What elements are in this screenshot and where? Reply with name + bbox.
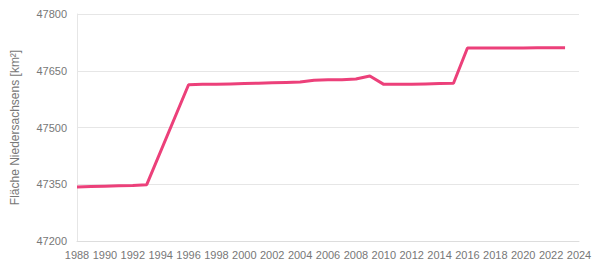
svg-text:2024: 2024: [567, 249, 591, 261]
svg-text:2004: 2004: [288, 249, 312, 261]
svg-text:2018: 2018: [483, 249, 507, 261]
svg-text:2000: 2000: [232, 249, 256, 261]
svg-text:2016: 2016: [455, 249, 479, 261]
svg-text:47350: 47350: [36, 178, 67, 190]
svg-text:47500: 47500: [36, 122, 67, 134]
svg-text:Fläche Niedersachsens [km²]: Fläche Niedersachsens [km²]: [8, 50, 22, 205]
svg-text:1994: 1994: [148, 249, 172, 261]
svg-text:2022: 2022: [539, 249, 563, 261]
svg-text:1990: 1990: [93, 249, 117, 261]
svg-text:2012: 2012: [399, 249, 423, 261]
svg-text:2006: 2006: [316, 249, 340, 261]
svg-text:1996: 1996: [176, 249, 200, 261]
svg-text:2014: 2014: [427, 249, 451, 261]
svg-text:1988: 1988: [65, 249, 89, 261]
svg-text:2008: 2008: [344, 249, 368, 261]
svg-text:1998: 1998: [204, 249, 228, 261]
svg-text:47200: 47200: [36, 235, 67, 247]
svg-text:1992: 1992: [121, 249, 145, 261]
svg-text:2020: 2020: [511, 249, 535, 261]
svg-text:47800: 47800: [36, 8, 67, 20]
svg-text:2002: 2002: [260, 249, 284, 261]
svg-text:2010: 2010: [372, 249, 396, 261]
svg-text:47650: 47650: [36, 65, 67, 77]
